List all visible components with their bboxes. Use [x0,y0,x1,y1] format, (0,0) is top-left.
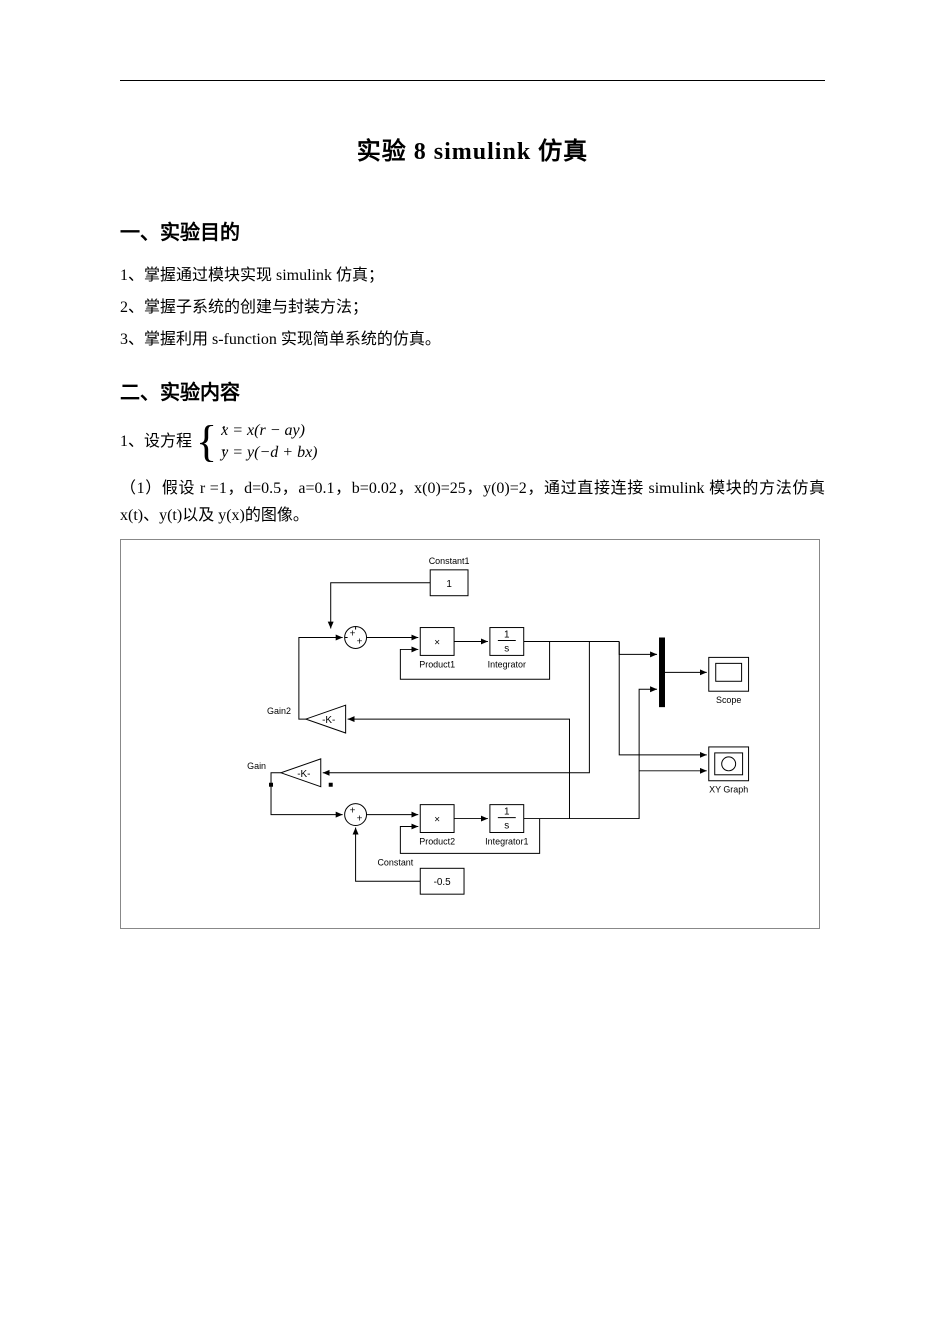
svg-text:×: × [434,815,440,826]
svg-text:1: 1 [504,630,510,641]
svg-text:+: + [350,806,356,817]
svg-text:1: 1 [504,807,510,818]
svg-text:-K-: -K- [297,769,310,780]
constant1-value: 1 [446,579,452,590]
objective-item-1: 1、掌握通过模块实现 simulink 仿真； [120,260,825,292]
integrator1-block: 1 s Integrator1 [485,805,528,847]
equation-line: 1、设方程 { x = x(r − ay) y = y(−d + bx) [120,420,825,465]
integrator-block: 1 s Integrator [488,628,526,670]
sum1-block: + + [345,627,367,649]
svg-text:Integrator: Integrator [488,659,526,669]
svg-text:s: s [504,821,509,832]
product2-block: × Product2 [419,805,455,847]
svg-text:-0.5: -0.5 [434,877,452,888]
equation-row-1: x = x(r − ay) [221,420,317,442]
gain-block: Gain -K- [247,759,333,787]
wire-const1-sum1 [331,583,430,629]
constant1-label: Constant1 [429,556,470,566]
svg-text:Gain2: Gain2 [267,706,291,716]
svg-text:Constant: Constant [377,857,413,867]
wire-gain2-sum1 [299,638,343,720]
svg-text:+: + [357,814,363,825]
svg-text:s: s [504,644,509,655]
svg-text:-K-: -K- [322,715,335,726]
svg-text:Product2: Product2 [419,837,455,847]
sum2-block: + + [345,804,367,826]
wire-const-sum2 [356,828,421,882]
product1-block: × Product1 [419,628,455,670]
svg-text:Product1: Product1 [419,659,455,669]
problem-1-paragraph: （1）假设 r =1，d=0.5，a=0.1，b=0.02，x(0)=25，y(… [120,475,825,529]
xygraph-block: XY Graph [709,747,749,795]
svg-text:+: + [357,637,363,648]
simulink-diagram: Constant1 1 + + Gain2 -K- × Product1 [120,539,820,929]
constant-block: -0.5 Constant [377,857,464,894]
diagram-svg: Constant1 1 + + Gain2 -K- × Product1 [121,540,819,928]
section-2-heading: 二、实验内容 [120,376,825,405]
svg-text:Gain: Gain [247,761,266,771]
left-brace-icon: { [196,420,217,464]
wire-int1-mux [569,689,657,818]
svg-text:Scope: Scope [716,695,741,705]
section-1-heading: 一、实验目的 [120,216,825,245]
svg-text:×: × [434,638,440,649]
objective-item-3: 3、掌握利用 s-function 实现简单系统的仿真。 [120,324,825,356]
wire-int-mux [619,642,657,655]
wire-int1-gain2 [348,719,570,818]
svg-text:Integrator1: Integrator1 [485,837,528,847]
svg-text:+: + [350,629,356,640]
gain2-block: Gain2 -K- [267,705,346,733]
scope-block: Scope [709,658,749,706]
objective-item-2: 2、掌握子系统的创建与封装方法； [120,292,825,324]
svg-text:XY Graph: XY Graph [709,785,748,795]
equation-row-2: y = y(−d + bx) [221,442,317,464]
page-title: 实验 8 simulink 仿真 [120,131,825,166]
constant1-block: Constant1 1 [429,556,470,596]
equation-prefix: 1、设方程 [120,431,192,453]
equation-system: x = x(r − ay) y = y(−d + bx) [221,420,317,465]
mux-block [659,638,665,708]
top-rule [120,80,825,81]
